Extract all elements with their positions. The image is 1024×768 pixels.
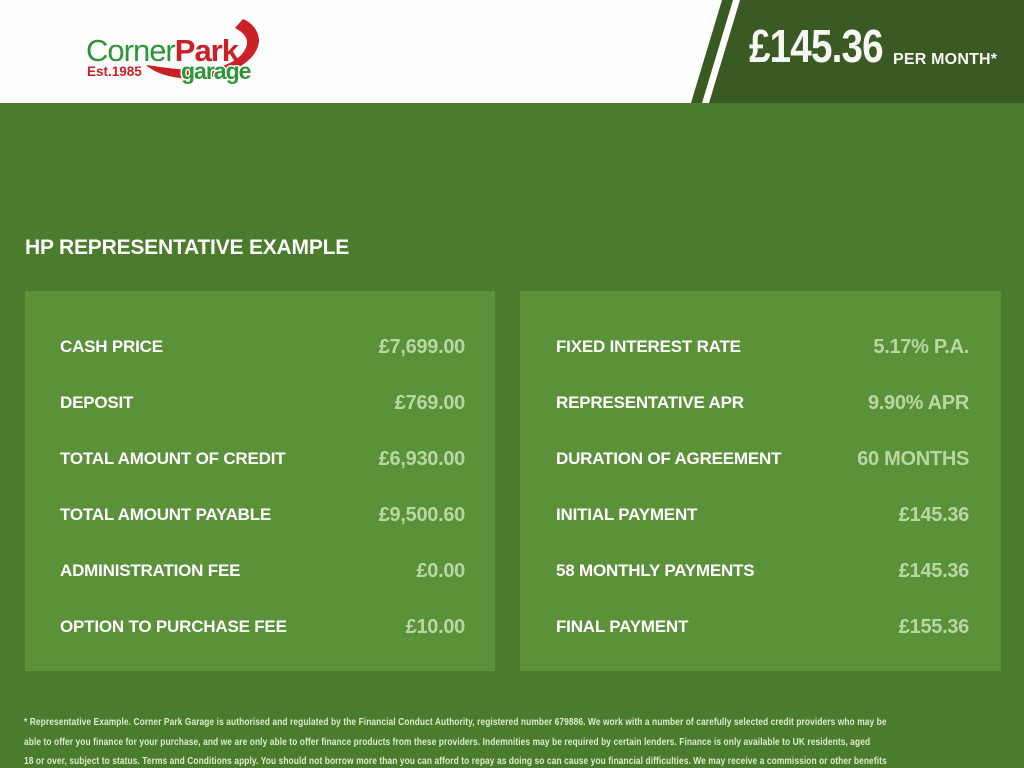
finance-value: £9,500.60 [378,503,466,526]
finance-panel-left: CASH PRICE £7,699.00 DEPOSIT £769.00 TOT… [25,291,495,671]
logo-swoosh-icon [146,19,259,79]
content-area: HP REPRESENTATIVE EXAMPLE CASH PRICE £7,… [0,103,1024,768]
finance-label: DURATION OF AGREEMENT [556,449,782,468]
finance-label: DEPOSIT [60,393,134,412]
finance-label: TOTAL AMOUNT OF CREDIT [60,449,286,468]
finance-value: 60 MONTHS [857,447,969,470]
monthly-price-suffix: PER MONTH* [893,51,998,68]
disclaimer-line: 18 or over, subject to status. Terms and… [24,755,887,767]
finance-value: 5.17% P.A. [873,335,969,358]
finance-label: 58 MONTHLY PAYMENTS [556,561,755,580]
finance-label: CASH PRICE [60,337,163,356]
finance-row: TOTAL AMOUNT PAYABLE £9,500.60 [60,487,465,543]
finance-row: FINAL PAYMENT £155.36 [556,599,969,655]
finance-row: DEPOSIT £769.00 [60,375,465,431]
finance-label: FIXED INTEREST RATE [556,337,741,356]
finance-value: £10.00 [405,615,466,638]
monthly-price: £145.36 [749,20,884,72]
finance-label: FINAL PAYMENT [556,617,689,636]
finance-value: £6,930.00 [378,447,466,470]
finance-value: £145.36 [898,559,970,582]
finance-label: OPTION TO PURCHASE FEE [60,617,287,636]
finance-label: INITIAL PAYMENT [556,505,698,524]
finance-row: OPTION TO PURCHASE FEE £10.00 [60,599,465,655]
logo-name-park: Park [175,33,240,68]
finance-panel-right: FIXED INTEREST RATE 5.17% P.A. REPRESENT… [520,291,1001,671]
logo-name-corner: Corner [86,33,175,68]
disclaimer-line: * Representative Example. Corner Park Ga… [24,716,887,728]
finance-label: REPRESENTATIVE APR [556,393,744,412]
finance-label: ADMINISTRATION FEE [60,561,241,580]
logo-name: CornerPark [86,33,240,68]
page-title: HP REPRESENTATIVE EXAMPLE [25,236,350,259]
finance-row: 58 MONTHLY PAYMENTS £145.36 [556,543,969,599]
finance-row: DURATION OF AGREEMENT 60 MONTHS [556,431,969,487]
finance-row: CASH PRICE £7,699.00 [60,319,465,375]
finance-label: TOTAL AMOUNT PAYABLE [60,505,272,524]
finance-value: £145.36 [898,503,970,526]
finance-row: ADMINISTRATION FEE £0.00 [60,543,465,599]
disclaimer-line: able to offer you finance for your purch… [24,735,871,748]
finance-value: £7,699.00 [378,335,466,358]
finance-row: INITIAL PAYMENT £145.36 [556,487,969,543]
monthly-price-banner: £145.36 PER MONTH* [709,0,1024,103]
finance-value: £769.00 [394,391,466,414]
finance-row: TOTAL AMOUNT OF CREDIT £6,930.00 [60,431,465,487]
header: CornerPark garage Est.1985 £145.36 PER M… [0,0,1024,103]
corner-park-garage-logo: CornerPark garage Est.1985 [86,19,259,86]
disclaimer-text: * Representative Example. Corner Park Ga… [24,713,984,768]
logo-subtitle: garage [181,58,251,84]
finance-value: 9.90% APR [867,391,969,414]
logo-established: Est.1985 [87,64,142,79]
finance-row: FIXED INTEREST RATE 5.17% P.A. [556,319,969,375]
finance-value: £0.00 [416,559,465,582]
finance-value: £155.36 [898,615,970,638]
finance-row: REPRESENTATIVE APR 9.90% APR [556,375,969,431]
